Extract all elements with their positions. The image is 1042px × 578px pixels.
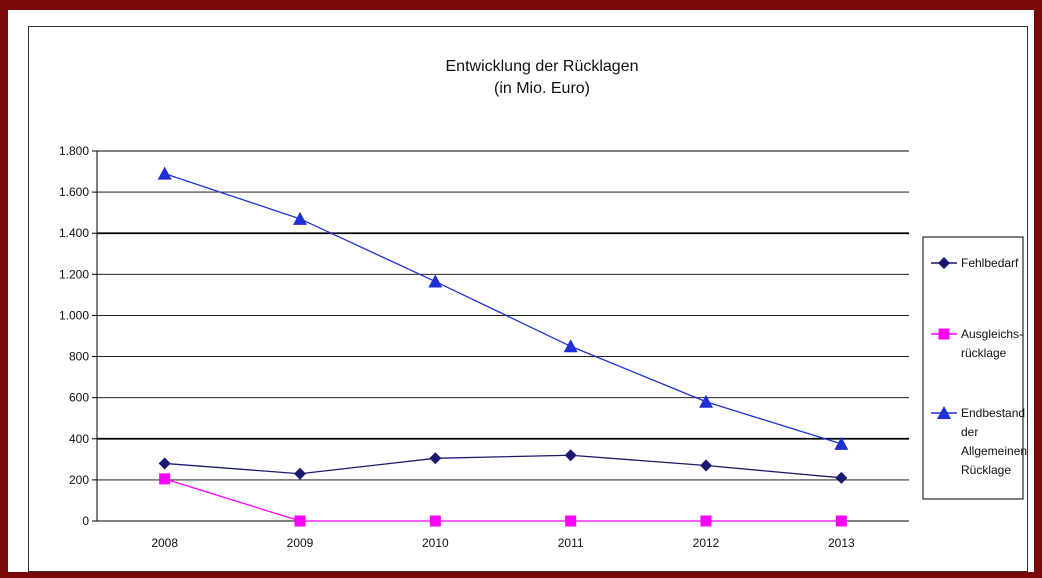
y-tick-label: 1.800: [59, 144, 89, 158]
chart-title: Entwicklung der Rücklagen: [446, 58, 639, 75]
data-point: [294, 467, 306, 480]
data-point: [159, 473, 171, 485]
page-frame: Entwicklung der Rücklagen (in Mio. Euro)…: [8, 10, 1034, 572]
legend-box: [922, 236, 1024, 500]
legend-label: Rücklage: [961, 463, 1011, 477]
x-tick-label: 2008: [151, 536, 178, 550]
data-point: [294, 515, 306, 527]
y-tick-label: 800: [69, 350, 89, 364]
data-point: [157, 166, 172, 180]
line-chart: Entwicklung der Rücklagen (in Mio. Euro)…: [59, 58, 1027, 550]
legend-label: rücklage: [961, 346, 1007, 360]
chart-panel: Entwicklung der Rücklagen (in Mio. Euro)…: [28, 26, 1028, 572]
data-point: [293, 211, 307, 225]
series-line: [164, 478, 842, 522]
data-point: [428, 274, 443, 288]
data-point: [835, 471, 848, 484]
data-point: [158, 457, 171, 470]
data-point: [835, 515, 847, 527]
y-tick-label: 0: [82, 514, 89, 528]
y-tick-label: 1.600: [59, 185, 89, 199]
x-tick-label: 2010: [422, 536, 449, 550]
x-tick-label: 2009: [287, 536, 314, 550]
data-point: [429, 515, 441, 527]
data-point: [563, 339, 578, 353]
legend-marker: [938, 257, 950, 269]
data-point: [699, 394, 713, 408]
legend-label: Endbestand: [961, 406, 1025, 420]
legend-marker: [938, 328, 950, 340]
x-tick-label: 2013: [828, 536, 855, 550]
series-line: [164, 454, 842, 479]
legend-label: Fehlbedarf: [961, 256, 1019, 270]
x-tick-label: 2011: [558, 536, 584, 550]
y-tick-label: 600: [69, 391, 89, 405]
chart-subtitle: (in Mio. Euro): [494, 80, 590, 97]
y-tick-label: 400: [69, 432, 89, 446]
data-point: [700, 459, 712, 472]
data-point: [564, 449, 577, 462]
legend-label: Ausgleichs-: [961, 327, 1023, 341]
data-point: [834, 436, 849, 450]
y-tick-label: 1.000: [59, 308, 89, 322]
series-line: [164, 172, 842, 445]
legend-label: der: [961, 425, 978, 439]
data-point: [429, 452, 442, 465]
y-tick-label: 1.200: [59, 267, 89, 281]
y-tick-label: 1.400: [59, 226, 89, 240]
data-point: [700, 515, 712, 527]
y-tick-label: 200: [69, 473, 89, 487]
legend-label: Allgemeinen: [961, 444, 1027, 458]
legend-marker: [937, 406, 951, 419]
data-point: [565, 515, 577, 527]
x-tick-label: 2012: [693, 536, 720, 550]
